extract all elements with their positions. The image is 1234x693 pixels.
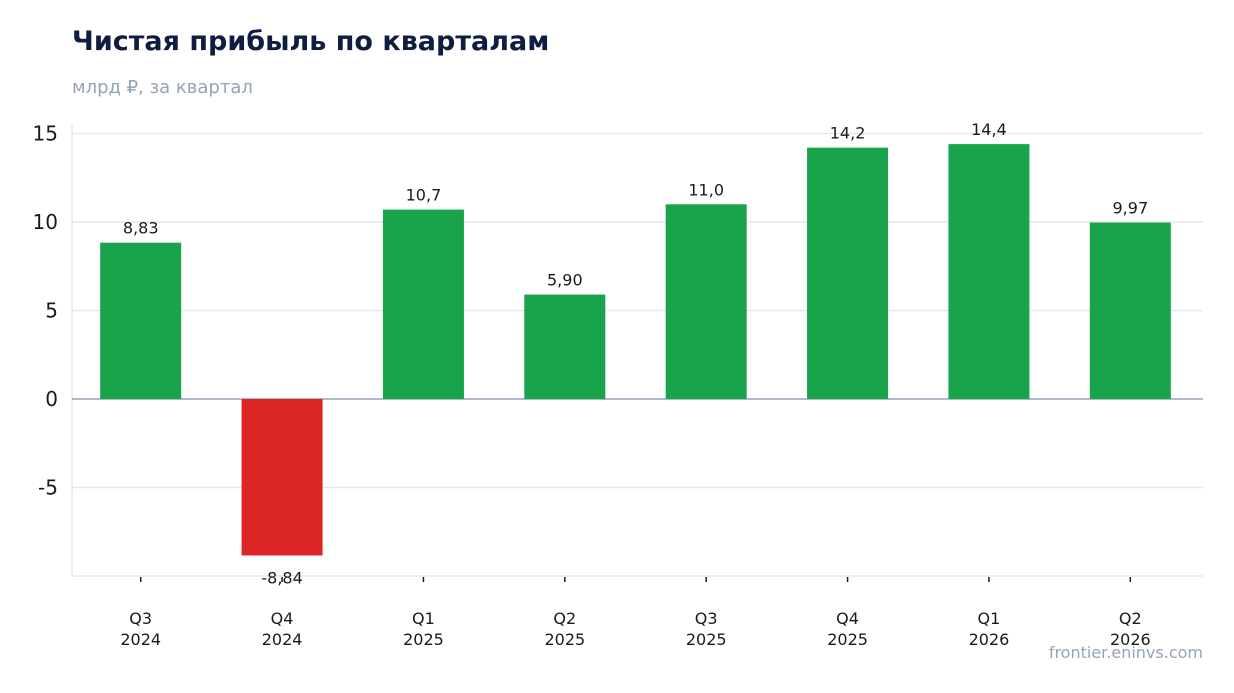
x-axis-ticks: Q3 2024 Q4 2024 Q1 2025 Q2 2025 Q3 2025 Q4 2025 Q1 20…	[120, 577, 1151, 649]
x-tick-label: 2024	[262, 630, 303, 649]
x-tick-label: Q4	[836, 609, 859, 628]
x-tick-label: 2025	[544, 630, 585, 649]
bars	[100, 144, 1171, 556]
y-axis-ticks: 15 10 5 0 -5	[33, 122, 58, 500]
x-tick-label: Q2	[553, 609, 576, 628]
x-tick-label: Q3	[695, 609, 718, 628]
chart-subtitle: млрд ₽, за квартал	[72, 77, 253, 98]
chart-title: Чистая прибыль по кварталам	[72, 26, 550, 57]
bar	[665, 204, 747, 399]
data-label: 10,7	[406, 186, 442, 205]
bar	[948, 144, 1030, 399]
data-label: 11,0	[688, 180, 724, 199]
y-tick-label: 0	[45, 387, 58, 411]
data-label: 9,97	[1113, 199, 1149, 218]
x-tick-label: 2026	[1110, 630, 1151, 649]
x-tick-label: Q2	[1119, 609, 1142, 628]
x-tick-label: 2025	[686, 630, 727, 649]
x-tick-label: Q1	[412, 609, 435, 628]
bar	[807, 147, 889, 399]
y-tick-label: 10	[33, 210, 58, 234]
y-tick-label: -5	[38, 476, 58, 500]
data-label: 5,90	[547, 271, 583, 290]
bar	[241, 399, 323, 556]
bar	[100, 242, 182, 399]
data-label: 14,2	[830, 124, 866, 143]
data-label: 8,83	[123, 219, 159, 238]
y-tick-label: 5	[45, 299, 58, 323]
bar	[382, 209, 464, 399]
x-tick-label: 2025	[827, 630, 868, 649]
bar	[524, 294, 606, 399]
x-tick-label: Q3	[129, 609, 152, 628]
x-tick-label: Q4	[271, 609, 294, 628]
y-tick-label: 15	[33, 122, 58, 146]
x-tick-label: 2026	[969, 630, 1010, 649]
x-tick-label: Q1	[978, 609, 1001, 628]
data-label: 14,4	[971, 120, 1007, 139]
x-tick-label: 2025	[403, 630, 444, 649]
source-watermark: frontier.eninvs.com	[1048, 643, 1203, 662]
bar	[1089, 222, 1171, 399]
x-tick-label: 2024	[120, 630, 161, 649]
